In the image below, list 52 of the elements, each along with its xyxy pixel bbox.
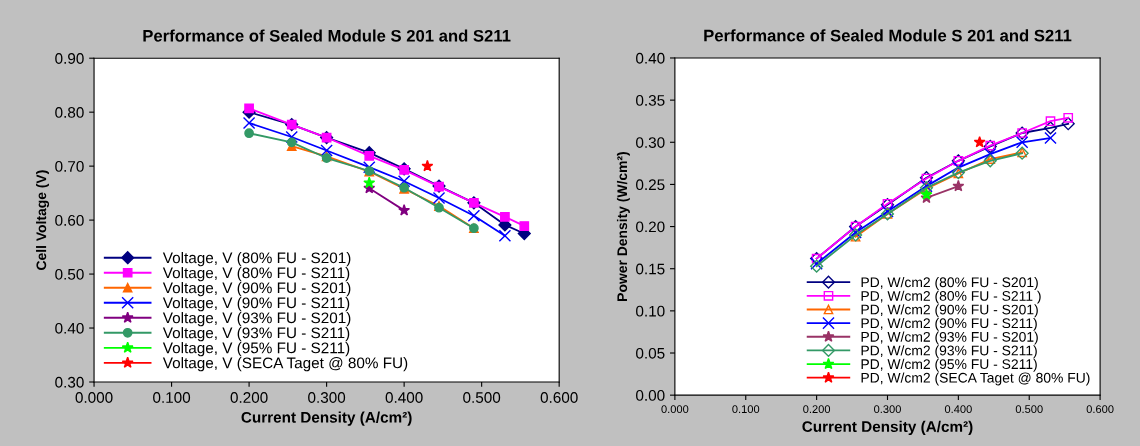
x-tick-label: 0.200 (803, 405, 831, 414)
y-tick-label: 0.15 (636, 263, 665, 275)
x-tick-label: 0.400 (944, 405, 972, 414)
legend-label: Voltage, V (90% FU - S201) (162, 282, 351, 297)
y-tick-label: 0.40 (636, 52, 665, 64)
legend-label: Voltage, V (95% FU - S211) (162, 342, 350, 357)
legend-label: PD, W/cm2 (80% FU - S201) (861, 277, 1038, 290)
y-tick-label: 0.40 (55, 322, 84, 334)
legend-label: Voltage, V (90% FU - S211) (162, 297, 350, 312)
y-axis-title: Cell Voltage (V) (36, 170, 50, 270)
y-tick-label: 0.80 (55, 107, 84, 118)
x-tick-label: 0.600 (540, 392, 578, 403)
x-tick-label: 0.300 (308, 392, 346, 403)
y-tick-label: 0.35 (636, 94, 665, 106)
legend-label: Voltage, V (80% FU - S201) (162, 252, 351, 267)
x-tick-label: 0.400 (385, 392, 423, 403)
y-tick-label: 0.05 (636, 347, 665, 359)
x-tick-label: 0.100 (732, 405, 760, 414)
y-tick-label: 0.70 (55, 161, 84, 172)
x-tick-label: 0.300 (874, 405, 901, 414)
legend-label: Voltage, V (SECA Taget @ 80% FU) (162, 357, 408, 372)
chart-title: Performance of Sealed Module S 201 and S211 (143, 29, 511, 42)
y-tick-label: 0.60 (55, 214, 84, 226)
legend-label: PD, W/cm2 (80% FU - S211 ) (861, 290, 1041, 304)
x-axis-title: Current Density (A/cm²) (241, 411, 412, 426)
legend-label: PD, W/cm2 (90% FU - S201) (861, 304, 1038, 318)
y-tick-label: 0.50 (55, 268, 84, 280)
legend-label: PD, W/cm2 (93% FU - S201) (861, 331, 1038, 345)
y-tick-label: 0.25 (636, 179, 665, 191)
y-axis-title: Power Density (W/cm²) (616, 152, 630, 301)
legend-label: Voltage, V (93% FU - S211) (162, 327, 350, 342)
chart-title: Performance of Sealed Module S 201 and S211 (704, 29, 1072, 42)
legend-label: Voltage, V (93% FU - S201) (162, 312, 351, 327)
x-tick-label: 0.600 (1086, 405, 1114, 414)
x-tick-label: 0.200 (230, 392, 268, 403)
x-tick-label: 0.000 (75, 392, 113, 403)
legend-label: PD, W/cm2 (90% FU - S211) (861, 317, 1037, 331)
y-tick-label: 0.10 (636, 305, 665, 317)
y-tick-label: 0.00 (636, 390, 665, 401)
x-tick-label: 0.500 (1015, 405, 1043, 414)
legend-label: Voltage, V (80% FU - S211) (162, 267, 350, 282)
x-axis-title: Current Density (A/cm²) (802, 420, 973, 436)
legend-label: PD, W/cm2 (95% FU - S211) (861, 358, 1037, 372)
x-tick-label: 0.500 (463, 392, 501, 403)
x-tick-label: 0.000 (661, 405, 689, 414)
legend-label: PD, W/cm2 (93% FU - S211) (861, 345, 1037, 359)
legend-label: PD, W/cm2 (SECA Taget @ 80% FU) (861, 372, 1090, 386)
y-tick-label: 0.30 (636, 137, 665, 148)
y-tick-label: 0.30 (55, 376, 84, 388)
x-tick-label: 0.100 (153, 392, 191, 403)
y-tick-label: 0.20 (636, 221, 665, 233)
y-tick-label: 0.90 (55, 53, 84, 64)
